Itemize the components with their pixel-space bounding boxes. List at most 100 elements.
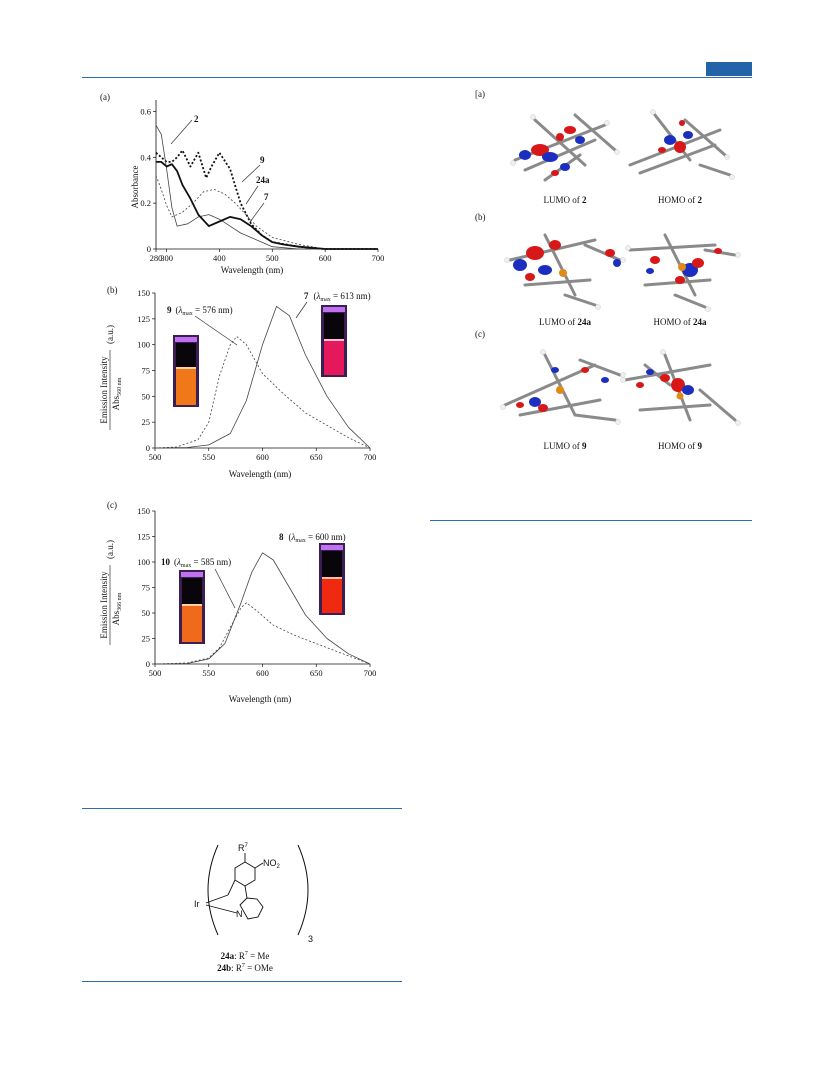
structure-count: 3: [308, 934, 313, 944]
panel-b-ylabel-index: 560 nm: [117, 377, 123, 396]
panel-b-axes: 500 550 600 650 700 0 25 50 75 100 125 150: [137, 288, 376, 462]
structure-24a: 24a: R7 = Me: [221, 951, 270, 961]
panel-a-ylabel: Absorbance: [130, 166, 140, 209]
panel-c-ylabel-main: Emission Intensity: [99, 571, 109, 639]
orbital-homo-2-image: [628, 109, 735, 180]
panel-b-series-7: [154, 306, 371, 449]
panel-b-lines: [154, 306, 371, 449]
panel-a-xtick-label: 280: [150, 253, 163, 263]
panel-b-xtick-label: 600: [256, 452, 269, 462]
series-label-24a: 24a: [256, 175, 270, 185]
vial-orange-b: [173, 335, 199, 407]
panel-a-ytick-label: 0: [147, 244, 151, 254]
rule-left-2: [82, 981, 402, 982]
panel-a-label: (a): [100, 92, 110, 102]
panel-a-xtick-label: 300: [160, 253, 173, 263]
orbital-a-label: [a): [475, 89, 485, 99]
panel-b-xtick-label: 700: [364, 452, 377, 462]
panel-c-xlabel: Wavelength (nm): [229, 694, 292, 704]
page-tab: [706, 62, 752, 76]
panel-b-label: (b): [107, 285, 118, 295]
series-pointer-24a: [245, 185, 259, 205]
panel-b-xtick-label: 550: [202, 452, 215, 462]
emission-chart-b: (b) Emission Intensity Abs560 nm (a.u.) …: [99, 285, 376, 479]
vial-pink-b: [321, 305, 347, 377]
panel-b-ytick-label: 150: [137, 288, 150, 298]
panel-b-ylabel-sub: Abs: [111, 395, 121, 410]
panel-a-ytick-label: 0.6: [140, 106, 151, 116]
panel-a-xtick-label: 500: [266, 253, 279, 263]
rule-left-1: [82, 808, 402, 809]
panel-b-xtick-label: 500: [149, 452, 162, 462]
chemical-structure: 3 R7 NO2 Ir N 24a: R7 = Me 24b: R7 = OMe: [194, 843, 313, 973]
orbital-homo-24a-caption: HOMO of 24a: [654, 317, 708, 327]
panel-c-ytick-label: 0: [146, 659, 150, 669]
orbital-lumo-2-caption: LUMO of 2: [544, 195, 588, 205]
panel-c-dashed-annotation: 10 (λmax = 585 nm): [161, 557, 231, 569]
panel-c-ylabel: Emission Intensity Abs366 nm (a.u.): [99, 540, 123, 645]
orbital-row-a: [a) LUMO of 2 HOMO of 2: [475, 89, 735, 205]
panel-a-xlabel: Wavelength (nm): [221, 265, 284, 275]
orbital-figure: [a) LUMO of 2 HOMO of 2 (b): [475, 89, 741, 451]
series-pointer-2: [170, 119, 193, 145]
panel-c-ytick-label: 125: [137, 532, 150, 542]
panel-b-solid-pointer: [295, 301, 308, 319]
panel-c-series-10: [154, 602, 371, 665]
panel-c-ylabel-index: 366 nm: [117, 592, 123, 611]
panel-c-xtick-label: 600: [256, 668, 269, 678]
structure-ir: Ir: [194, 899, 200, 909]
panel-c-solid-annotation: 8 (λmax = 600 nm): [279, 532, 346, 544]
panel-c-xtick-label: 550: [202, 668, 215, 678]
panel-a-xtick-label: 600: [319, 253, 332, 263]
orbital-c-label: (c): [475, 329, 485, 339]
panel-c-dashed-pointer: [214, 568, 236, 609]
panel-c-series-8: [154, 552, 371, 665]
orbital-lumo-24a-caption: LUMO of 24a: [539, 317, 592, 327]
orbital-lumo-9-image: [500, 349, 626, 425]
panel-b-ylabel-main: Emission Intensity: [99, 356, 109, 424]
panel-a-xtick-label: 700: [372, 253, 385, 263]
panel-b-series-9: [154, 336, 371, 449]
panel-c-ytick-label: 25: [142, 634, 151, 644]
panel-b-dashed-annotation: 9 (λmax = 576 nm): [167, 305, 233, 317]
panel-a-series-7: [156, 161, 378, 250]
panel-c-ytick-label: 50: [142, 608, 151, 618]
structure-24b: 24b: R7 = OMe: [217, 963, 273, 973]
series-label-7: 7: [264, 192, 269, 202]
vial-orange-c: [179, 570, 205, 644]
panel-b-ytick-label: 50: [142, 391, 151, 401]
panel-b-ylabel: Emission Intensity Abs560 nm (a.u.): [99, 325, 123, 430]
panel-a-series-9: [155, 175, 378, 250]
panel-c-ytick-label: 100: [137, 557, 150, 567]
panel-c-ytick-label: 150: [137, 506, 150, 516]
svg-text:Abs366 nm: Abs366 nm: [111, 592, 123, 625]
panel-c-xtick-label: 700: [364, 668, 377, 678]
panel-c-ytick-label: 75: [142, 583, 151, 593]
panel-a-xtick-label: 400: [213, 253, 226, 263]
orbital-b-label: (b): [475, 212, 486, 222]
orbital-homo-2-caption: HOMO of 2: [658, 195, 703, 205]
series-pointer-7: [249, 202, 265, 223]
panel-b-ytick-label: 125: [137, 314, 150, 324]
panel-b-ytick-label: 25: [142, 417, 151, 427]
panel-b-solid-annotation: 7 (λmax = 613 nm): [304, 291, 371, 303]
orbital-homo-9-caption: HOMO of 9: [658, 441, 703, 451]
panel-c-label: (c): [107, 500, 117, 510]
series-label-9: 9: [260, 155, 265, 165]
panel-b-ytick-label: 75: [142, 366, 151, 376]
panel-b-ylabel-unit: (a.u.): [105, 325, 115, 344]
panel-c-xtick-label: 500: [149, 668, 162, 678]
panel-b-ytick-label: 0: [146, 443, 150, 453]
orbital-lumo-9-caption: LUMO of 9: [544, 441, 588, 451]
structure-no2: NO2: [263, 858, 281, 870]
orbital-lumo-24a-image: [504, 233, 626, 310]
structure-n: N: [236, 909, 243, 919]
panel-c-lines: [154, 552, 371, 665]
header-rule: [82, 77, 752, 78]
panel-b-ytick-label: 100: [137, 340, 150, 350]
panel-b-xlabel: Wavelength (nm): [229, 469, 292, 479]
panel-b-dashed-pointer: [194, 315, 238, 346]
panel-c-ylabel-unit: (a.u.): [105, 540, 115, 559]
series-label-2: 2: [194, 114, 199, 124]
